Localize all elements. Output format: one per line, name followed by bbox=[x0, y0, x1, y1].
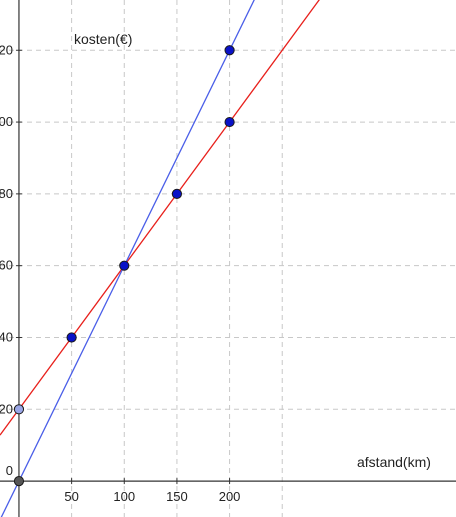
data-point bbox=[171, 188, 183, 199]
x-tick-label: 150 bbox=[166, 489, 188, 504]
x-tick-label: 50 bbox=[64, 489, 78, 504]
data-point bbox=[119, 260, 130, 271]
x-tick-label: 200 bbox=[219, 489, 241, 504]
data-points bbox=[13, 45, 235, 487]
y-tick-label: 60 bbox=[0, 258, 13, 273]
data-point bbox=[66, 332, 77, 343]
y-tick-label: 40 bbox=[0, 329, 13, 344]
series-line bbox=[0, 0, 320, 436]
x-tick-label: 100 bbox=[113, 489, 135, 504]
data-point bbox=[13, 475, 25, 487]
y-tick-label: 20 bbox=[0, 401, 13, 416]
y-tick-label: 80 bbox=[0, 186, 13, 201]
data-point bbox=[13, 404, 25, 415]
data-point bbox=[224, 116, 235, 128]
y-tick-label: 120 bbox=[0, 42, 13, 57]
y-tick-label: 0 bbox=[6, 463, 13, 478]
y-axis-label: kosten(€) bbox=[74, 31, 132, 47]
y-tick-label: 100 bbox=[0, 114, 13, 129]
x-axis-label: afstand(km) bbox=[357, 454, 431, 470]
tick-labels: 50 100 150 200 0 20 40 60 80 100 120 bbox=[0, 42, 240, 504]
data-point bbox=[224, 45, 235, 56]
